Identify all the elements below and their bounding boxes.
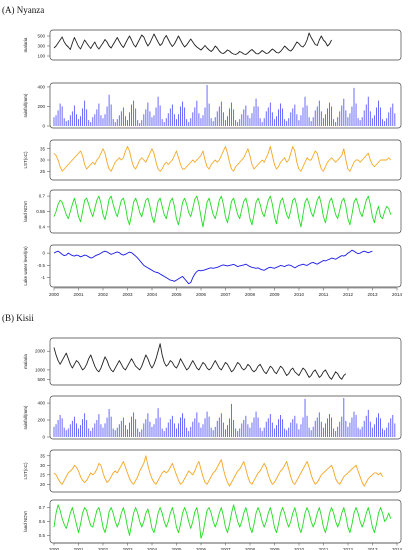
ytick-label: -1 [41, 275, 45, 280]
series-line-lstoc [53, 146, 392, 172]
series-line-lakewaterlevelm [53, 249, 373, 285]
xtick-label: 2002 [98, 292, 109, 297]
chart-frame-b-5 [49, 337, 402, 386]
ytick-label: 30 [40, 463, 46, 468]
ytick-label: 200 [37, 418, 45, 423]
ytick-label: 25 [40, 472, 46, 477]
chart-frame-b-8 [49, 499, 402, 544]
xtick-label: 2010 [294, 292, 305, 297]
ytick-label: 20 [40, 482, 46, 487]
xtick-label: 2012 [343, 292, 354, 297]
chart-frame-b-7 [49, 449, 402, 493]
xtick-label: 2011 [319, 292, 329, 297]
ytick-label: 0 [42, 124, 45, 129]
ytick-label: 35 [40, 453, 46, 458]
chart-frame-a-1 [49, 82, 402, 129]
ytick-label: 300 [37, 44, 45, 49]
xtick-label: 2008 [245, 292, 256, 297]
xtick-label: 2004 [147, 547, 158, 550]
xtick-label: 2001 [73, 547, 84, 550]
xtick-label: 2003 [122, 547, 133, 550]
panel-a-title: (A) Nyanza [2, 5, 45, 15]
xtick-label: 2005 [171, 547, 182, 550]
ytick-label: 0.7 [39, 505, 46, 510]
series-line-malaria [53, 32, 332, 55]
ytick-label: 100 [37, 54, 45, 59]
xtick-label: 2006 [196, 292, 207, 297]
panel-b-title: (B) Kisii [2, 313, 34, 323]
xtick-label: 2009 [269, 547, 280, 550]
ytick-label: 500 [37, 34, 45, 39]
ylabel: Lake water level(m) [23, 246, 28, 286]
xtick-label: 2009 [269, 292, 280, 297]
ytick-label: 0.55 [36, 209, 45, 214]
ytick-label: 2000 [35, 349, 46, 354]
ylabel: LST(oC) [23, 462, 28, 480]
ytick-label: 400 [37, 401, 45, 406]
ytick-label: 0.5 [39, 533, 46, 538]
ytick-label: 0 [42, 251, 45, 256]
xtick-label: 2000 [49, 292, 60, 297]
ytick-label: 200 [37, 104, 45, 109]
ytick-label: 400 [37, 84, 45, 89]
ytick-label: -0.5 [37, 263, 45, 268]
xtick-label: 2008 [245, 547, 256, 550]
xtick-label: 2013 [367, 292, 378, 297]
ylabel: malaria [23, 37, 28, 52]
ytick-label: 0.6 [39, 519, 46, 524]
ylabel: LST(oC) [23, 151, 28, 169]
ytick-label: 0.7 [39, 194, 46, 199]
xtick-label: 2014 [392, 292, 403, 297]
ytick-label: 30 [40, 158, 46, 163]
xtick-label: 2012 [343, 547, 354, 550]
xtick-label: 2011 [319, 547, 329, 550]
ylabel: rainfall(mm) [23, 93, 28, 117]
ylabel: land NDVI [23, 201, 28, 222]
xtick-label: 2000 [49, 547, 60, 550]
ytick-label: 500 [37, 377, 45, 382]
xtick-label: 2013 [367, 547, 378, 550]
series-line-landndvi [53, 504, 392, 539]
chart-frame-a-4 [49, 244, 402, 288]
ytick-label: 0.4 [39, 224, 46, 229]
series-line-malaria [53, 343, 347, 380]
ytick-label: 35 [40, 146, 46, 151]
xtick-label: 2006 [196, 547, 207, 550]
xtick-label: 2002 [98, 547, 109, 550]
ylabel: malaria [23, 354, 28, 369]
xtick-label: 2001 [73, 292, 84, 297]
xtick-label: 2007 [220, 547, 231, 550]
series-line-lstoc [53, 455, 383, 487]
ytick-label: 25 [40, 169, 46, 174]
xtick-label: 2014 [392, 547, 403, 550]
ytick-label: 0 [42, 435, 45, 440]
series-line-landndvi [53, 195, 392, 228]
xtick-label: 2007 [220, 292, 231, 297]
xtick-label: 2010 [294, 547, 305, 550]
xtick-label: 2005 [171, 292, 182, 297]
ytick-label: 1000 [35, 367, 46, 372]
ylabel: rainfall(mm) [23, 405, 28, 429]
chart-frame-a-0 [49, 29, 402, 61]
chart-frame-b-6 [49, 395, 402, 440]
xtick-label: 2003 [122, 292, 133, 297]
xtick-label: 2004 [147, 292, 158, 297]
chart-frame-a-2 [49, 139, 402, 181]
ylabel: land NDVI [23, 511, 28, 532]
